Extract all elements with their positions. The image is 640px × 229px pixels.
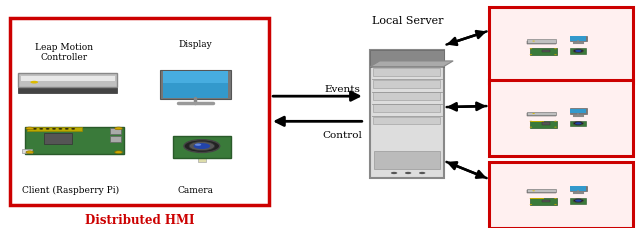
Bar — [373, 69, 440, 76]
Bar — [530, 49, 557, 56]
Bar — [25, 127, 124, 154]
Circle shape — [193, 143, 210, 149]
Circle shape — [554, 127, 557, 128]
Bar — [527, 41, 556, 44]
Circle shape — [532, 41, 535, 42]
Circle shape — [405, 172, 412, 174]
Text: Camera: Camera — [177, 185, 214, 194]
Bar — [570, 186, 586, 191]
Bar — [531, 49, 544, 50]
Circle shape — [33, 129, 36, 130]
Bar — [109, 128, 121, 134]
Circle shape — [573, 199, 584, 203]
Circle shape — [575, 200, 582, 202]
Bar — [10, 19, 269, 206]
Bar — [27, 128, 82, 131]
Bar — [374, 151, 440, 169]
Bar — [373, 105, 440, 113]
Bar — [109, 136, 121, 142]
Bar — [22, 149, 31, 153]
Circle shape — [26, 129, 30, 130]
Circle shape — [71, 129, 75, 130]
Bar — [19, 87, 117, 93]
Bar — [531, 121, 544, 122]
Bar — [527, 40, 556, 43]
Bar — [527, 112, 556, 115]
Text: Local Server: Local Server — [372, 16, 444, 25]
Circle shape — [52, 129, 56, 130]
Bar — [542, 51, 550, 53]
Circle shape — [530, 204, 532, 205]
Bar — [570, 37, 587, 42]
Bar — [542, 200, 550, 202]
Bar — [44, 134, 72, 144]
Bar — [531, 198, 544, 199]
Circle shape — [530, 55, 532, 56]
Circle shape — [530, 127, 532, 128]
Circle shape — [419, 172, 426, 174]
Circle shape — [58, 129, 62, 130]
Circle shape — [575, 123, 582, 125]
Circle shape — [391, 172, 397, 174]
Bar — [527, 114, 556, 117]
Bar — [163, 71, 228, 83]
Circle shape — [189, 142, 214, 151]
Circle shape — [530, 198, 532, 199]
Circle shape — [573, 122, 584, 126]
Circle shape — [26, 128, 33, 130]
Bar — [489, 8, 633, 84]
Bar — [527, 190, 556, 194]
Circle shape — [184, 140, 220, 153]
Circle shape — [554, 121, 557, 122]
Bar — [570, 49, 586, 55]
Bar — [570, 186, 587, 191]
Bar — [373, 81, 440, 88]
Bar — [370, 51, 444, 178]
Bar — [373, 93, 440, 101]
Circle shape — [554, 204, 557, 205]
Circle shape — [554, 49, 557, 50]
Circle shape — [195, 144, 201, 146]
Polygon shape — [370, 62, 453, 67]
Circle shape — [530, 121, 532, 122]
Circle shape — [115, 151, 122, 154]
Circle shape — [65, 129, 68, 130]
Circle shape — [39, 129, 43, 130]
Bar — [489, 80, 633, 157]
Bar — [530, 121, 557, 128]
Circle shape — [30, 82, 38, 84]
Bar — [530, 198, 557, 205]
Bar — [527, 189, 556, 192]
Bar — [21, 76, 115, 82]
Bar — [570, 198, 586, 204]
Text: Control: Control — [323, 130, 362, 139]
Bar — [198, 158, 205, 162]
Circle shape — [554, 198, 557, 199]
Bar — [570, 109, 587, 114]
Bar — [173, 137, 230, 158]
Bar — [570, 109, 586, 114]
Text: Leap Motion
Controller: Leap Motion Controller — [35, 43, 93, 62]
Circle shape — [554, 55, 557, 56]
Text: Distributed HMI: Distributed HMI — [85, 213, 195, 226]
Bar — [542, 123, 550, 125]
Bar — [163, 71, 228, 98]
Bar — [370, 51, 444, 67]
Circle shape — [26, 151, 33, 154]
Circle shape — [573, 50, 584, 54]
Bar — [373, 117, 440, 125]
Text: Display: Display — [179, 40, 212, 49]
Bar — [570, 37, 586, 42]
Circle shape — [115, 128, 122, 130]
Text: Events: Events — [324, 85, 360, 94]
Bar — [570, 121, 586, 127]
Text: Client (Raspberry Pi): Client (Raspberry Pi) — [22, 185, 120, 194]
Circle shape — [45, 129, 49, 130]
Circle shape — [575, 51, 582, 53]
Bar — [161, 70, 230, 99]
Circle shape — [530, 49, 532, 50]
Bar — [489, 162, 633, 228]
Bar — [19, 74, 117, 88]
